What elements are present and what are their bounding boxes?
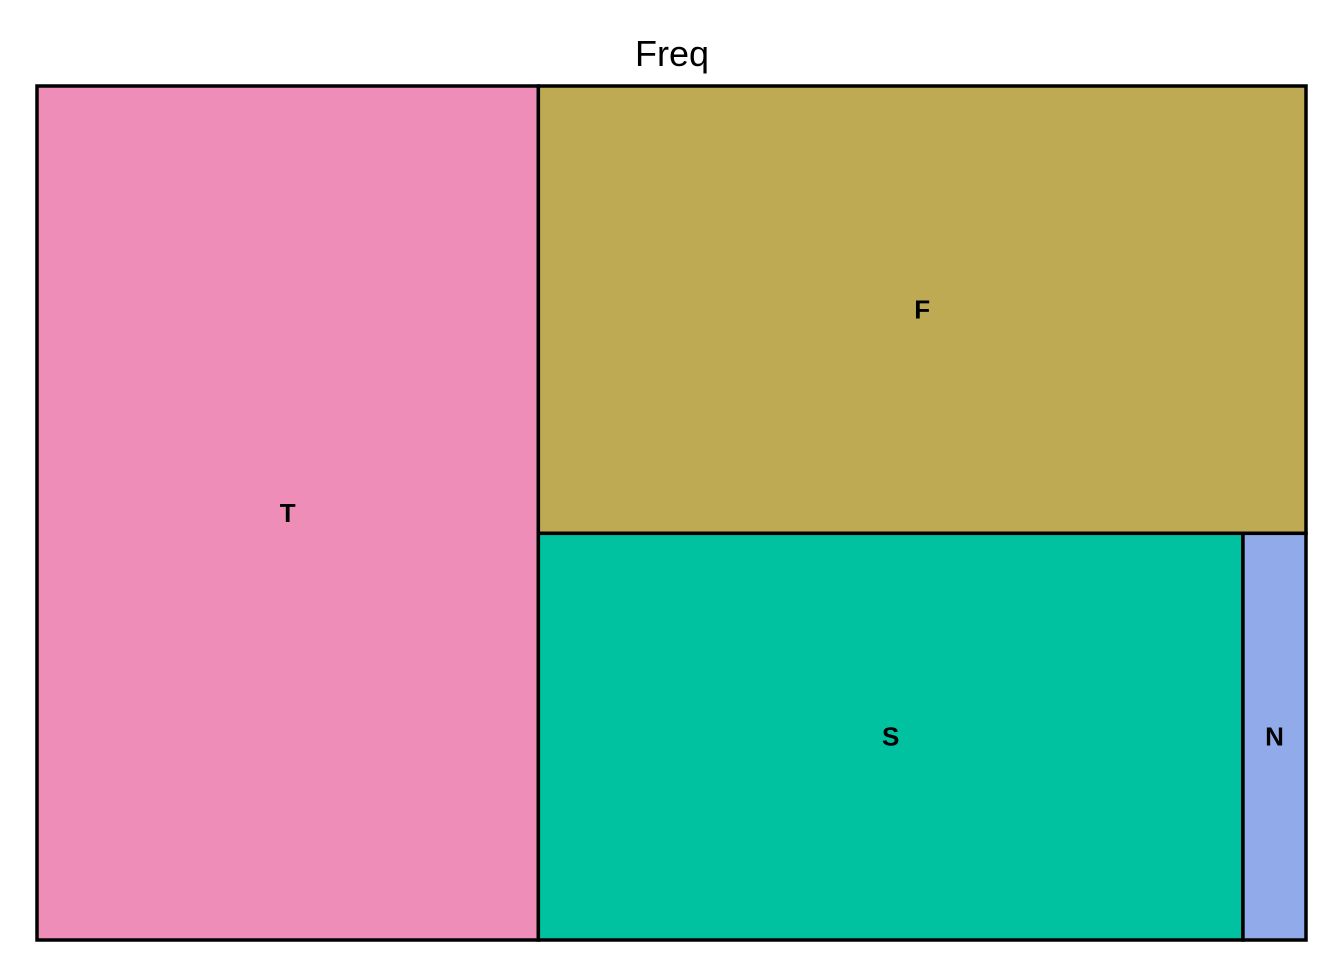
tile-label-n: N — [1265, 722, 1284, 752]
tile-s — [536, 531, 1245, 942]
tile-n — [1241, 531, 1308, 942]
chart-title: Freq — [635, 33, 709, 74]
tile-f — [536, 84, 1308, 536]
treemap-tiles: T F S N — [35, 84, 1308, 942]
tile-t — [35, 84, 541, 942]
tile-label-f: F — [914, 295, 930, 325]
tile-label-s: S — [882, 722, 899, 752]
tile-label-t: T — [280, 498, 296, 528]
